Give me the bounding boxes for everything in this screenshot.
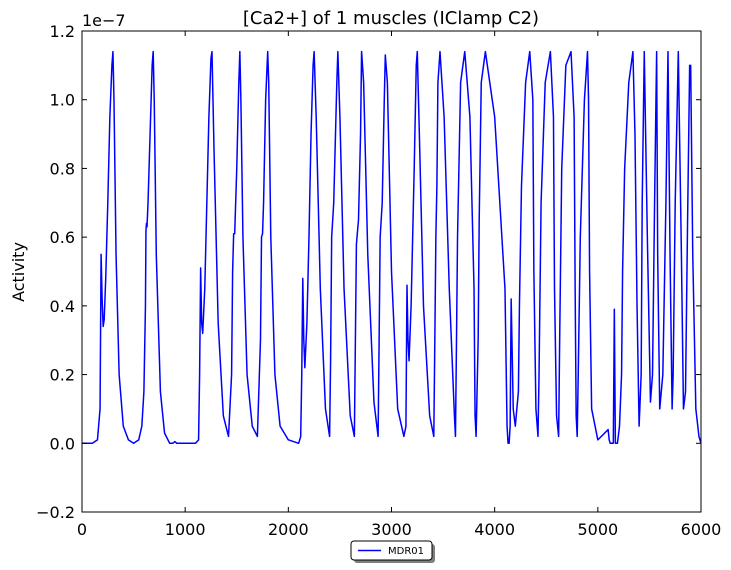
x-tick-label: 4000: [474, 520, 515, 539]
y-axis-label: Activity: [9, 242, 28, 302]
y-tick-label: 1.0: [50, 91, 75, 110]
legend-box: [350, 540, 433, 561]
y-tick-label: 0.0: [50, 434, 75, 453]
x-tick-label: 0: [77, 520, 87, 539]
y-tick-label: 0.8: [50, 159, 75, 178]
y-tick-label: 0.6: [50, 228, 75, 247]
series-line-1: [82, 50, 701, 445]
x-tick-label: 5000: [577, 520, 618, 539]
y-offset-label: 1e−7: [82, 11, 126, 30]
y-tick-label: 1.2: [50, 22, 75, 41]
x-tick-label: 3000: [371, 520, 412, 539]
x-tick-label: 6000: [681, 520, 722, 539]
x-tick-label: 2000: [268, 520, 309, 539]
legend-label: MDR01: [388, 546, 424, 557]
legend: MDR01: [350, 540, 435, 563]
y-tick-label: 0.4: [50, 297, 75, 316]
y-tick-label: −0.2: [36, 503, 75, 522]
chart-title: [Ca2+] of 1 muscles (IClamp C2): [243, 8, 539, 29]
plot-area: 0 1000 2000 3000 4000 5000 6000 −0.2 0.0 0.2 0.4 0.…: [36, 22, 721, 539]
y-tick-label: 0.2: [50, 366, 75, 385]
x-tick-label: 1000: [165, 520, 206, 539]
